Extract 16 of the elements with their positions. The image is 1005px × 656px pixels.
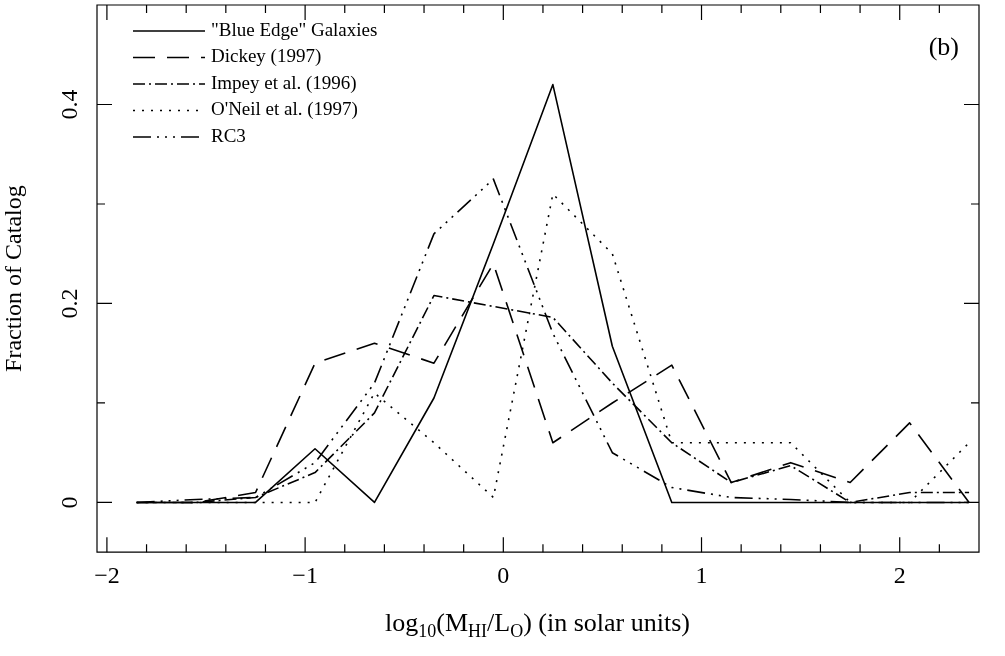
legend-label: Impey et al. (1996)	[211, 71, 357, 94]
x-tick-label: −1	[292, 561, 318, 588]
x-tick-label: 2	[893, 561, 906, 588]
annotation: (b)	[928, 31, 959, 61]
y-axis-title: Fraction of Catalog	[0, 185, 26, 372]
x-axis-title: log$_{10}$(M$_{HI}$/L$_{O}$) (in solar units)	[384, 608, 691, 643]
legend-label: "Blue Edge" Galaxies	[211, 18, 378, 40]
legend-label: O'Neil et al. (1997)	[211, 98, 358, 121]
x-tick-label: 1	[695, 561, 708, 588]
x-tick-label: 0	[497, 561, 510, 588]
y-tick-label: 0.4	[56, 89, 83, 120]
legend-label: RC3	[211, 124, 246, 146]
y-tick-label: 0.2	[56, 288, 83, 319]
legend-label: Dickey (1997)	[211, 45, 322, 68]
y-tick-label: 0	[56, 496, 83, 509]
x-tick-label: −2	[94, 561, 120, 588]
